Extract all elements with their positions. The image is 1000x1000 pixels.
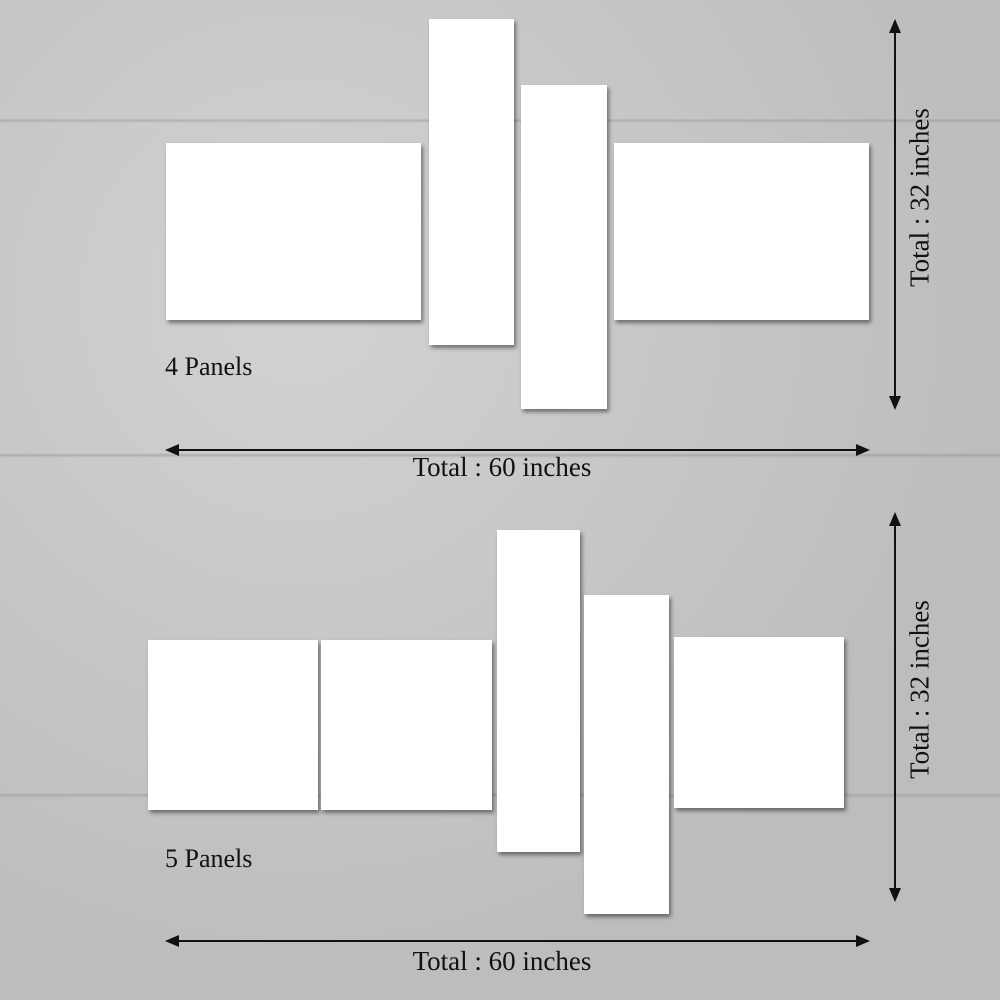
width-arrow [170,449,865,451]
arrow-left-icon [165,935,179,947]
arrow-up-icon [889,19,901,33]
panel-1 [166,143,421,320]
height-arrow [894,517,896,897]
layout-label: 5 Panels [165,844,253,873]
panel-4 [614,143,869,320]
panel-2 [321,640,492,810]
height-total: Total : 32 inches [904,108,935,287]
width-total: Total : 60 inches [412,946,592,976]
height-total: Total : 32 inches [904,600,935,779]
panel-3 [521,85,607,409]
arrow-up-icon [889,512,901,526]
panel-4 [584,595,669,914]
arrow-left-icon [165,444,179,456]
panel-2 [429,19,514,345]
arrow-right-icon [856,935,870,947]
panel-1 [148,640,318,810]
height-arrow [894,24,896,405]
arrow-right-icon [856,444,870,456]
arrow-down-icon [889,888,901,902]
width-total: Total : 60 inches [412,452,592,482]
panel-3 [497,530,580,852]
layout-label: 4 Panels [165,352,253,381]
panel-5 [674,637,844,808]
width-arrow [170,940,865,942]
arrow-down-icon [889,396,901,410]
